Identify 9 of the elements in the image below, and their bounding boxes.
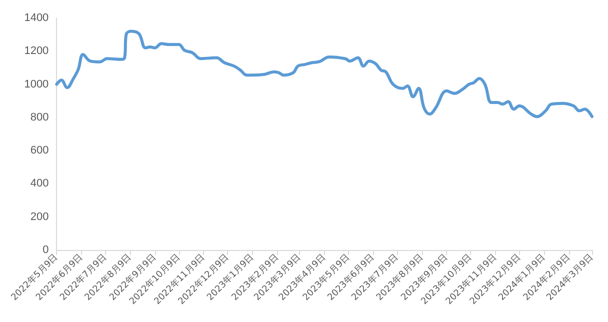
line-series bbox=[55, 30, 594, 118]
y-tick-label: 600 bbox=[30, 144, 49, 157]
y-tick-label: 0 bbox=[42, 244, 49, 256]
y-tick-label: 800 bbox=[30, 111, 49, 124]
y-tick-label: 1000 bbox=[24, 78, 49, 90]
y-tick-label: 400 bbox=[30, 178, 49, 190]
y-tick-label: 1400 bbox=[24, 12, 49, 24]
y-tick-label: 200 bbox=[30, 210, 49, 223]
y-tick-label: 1200 bbox=[24, 45, 49, 58]
